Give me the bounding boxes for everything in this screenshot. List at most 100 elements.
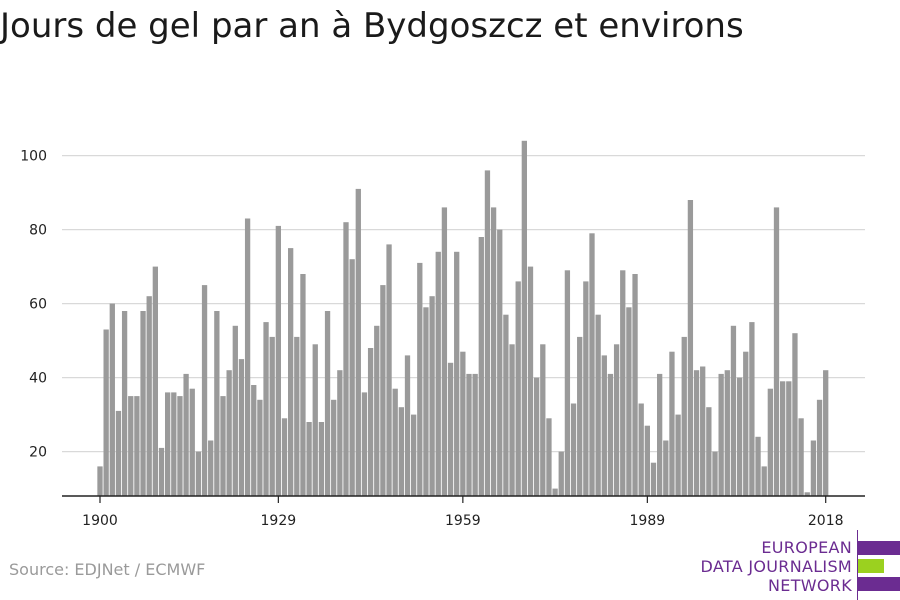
bar-2017 [816,399,823,496]
bar-1978 [577,336,583,496]
bar-1909 [152,266,158,496]
bar-2009 [767,388,773,496]
bar-1956 [441,207,448,496]
logo-bar-green [858,559,884,573]
bar-1918 [208,440,214,496]
bar-1900 [97,466,103,496]
bar-1955 [435,251,441,496]
bar-1950 [404,355,411,496]
bar-1963 [484,170,491,496]
bar-1931 [288,248,294,496]
bar-1990 [650,462,657,496]
bar-1901 [103,329,109,496]
bar-1991 [657,373,663,496]
chart-title: Jours de gel par an à Bydgoszcz et envir… [0,6,744,46]
logo-bar-purple-top [858,541,900,555]
bar-1977 [570,403,577,496]
logo-line-1: EUROPEAN [761,538,852,557]
bar-2007 [755,436,761,496]
bar-1994 [675,414,681,496]
bar-1962 [478,237,484,496]
bar-1952 [417,262,423,496]
bar-1989 [644,425,650,496]
bar-1936 [318,422,325,496]
bar-1941 [349,259,355,496]
bar-1928 [269,336,275,496]
bar-1993 [669,351,675,496]
bar-2005 [743,351,749,496]
logo-bar-purple-bottom [858,577,900,591]
y-tick-label-40: 40 [29,371,47,387]
bar-1916 [195,451,202,496]
bar-1939 [337,370,343,496]
bar-1937 [324,311,331,496]
bar-1904 [121,311,128,496]
bar-1982 [601,355,607,496]
bar-2014 [798,418,804,496]
bar-1923 [238,359,245,496]
bar-1961 [472,373,478,496]
bar-1926 [257,399,263,496]
bar-1987 [632,274,638,496]
bar-1933 [300,274,306,496]
x-tick-label-2018: 2018 [808,513,844,529]
bars [97,140,829,497]
bar-1914 [183,373,189,496]
bar-1974 [552,488,558,496]
bar-1951 [411,414,417,496]
bar-1948 [392,388,398,496]
bar-1976 [564,270,571,496]
bar-1940 [343,222,349,496]
bar-1929 [275,225,281,496]
x-tick-label-1959: 1959 [445,513,481,529]
bar-1902 [109,303,115,496]
bar-1983 [607,373,614,496]
x-tick-label-1989: 1989 [630,513,666,529]
bar-1917 [201,285,208,496]
bar-1998 [700,366,706,496]
bar-1986 [626,307,632,496]
bar-2002 [724,370,730,496]
x-tick-label-1929: 1929 [261,513,297,529]
bar-1938 [331,399,337,496]
bar-2006 [749,322,755,496]
bar-1970 [527,266,534,496]
bar-1988 [638,403,644,496]
y-tick-label-20: 20 [29,445,47,461]
bar-1944 [367,348,374,496]
bar-2011 [780,381,786,496]
bar-2013 [792,333,798,496]
bar-1908 [146,296,152,496]
bar-1985 [620,270,626,496]
bar-1913 [177,396,183,496]
bar-1981 [595,314,601,496]
bar-1930 [281,418,288,496]
bar-1969 [521,140,527,497]
bar-1922 [232,325,238,496]
bar-1919 [214,311,220,496]
bar-1972 [540,344,546,496]
bar-1920 [220,396,226,496]
bar-2000 [712,451,718,496]
bar-1915 [189,388,195,496]
bar-1996 [687,200,694,496]
edjnet-logo: EUROPEAN DATA JOURNALISM NETWORK [700,530,900,600]
bar-1911 [165,392,171,496]
bar-1946 [380,285,386,496]
logo-line-3: NETWORK [768,576,852,595]
bar-1992 [663,440,669,496]
logo-line-2: DATA JOURNALISM [700,557,852,576]
bar-2001 [718,373,724,496]
bar-1997 [693,370,700,496]
bar-1947 [386,244,392,496]
bar-1943 [361,392,368,496]
bar-1942 [355,188,361,496]
bar-1903 [115,410,122,496]
logo-divider [857,530,858,600]
bar-1906 [134,396,140,496]
bar-1999 [706,407,712,496]
bar-1965 [497,229,503,496]
bar-1935 [312,344,318,496]
x-tick-label-1900: 1900 [82,513,118,529]
